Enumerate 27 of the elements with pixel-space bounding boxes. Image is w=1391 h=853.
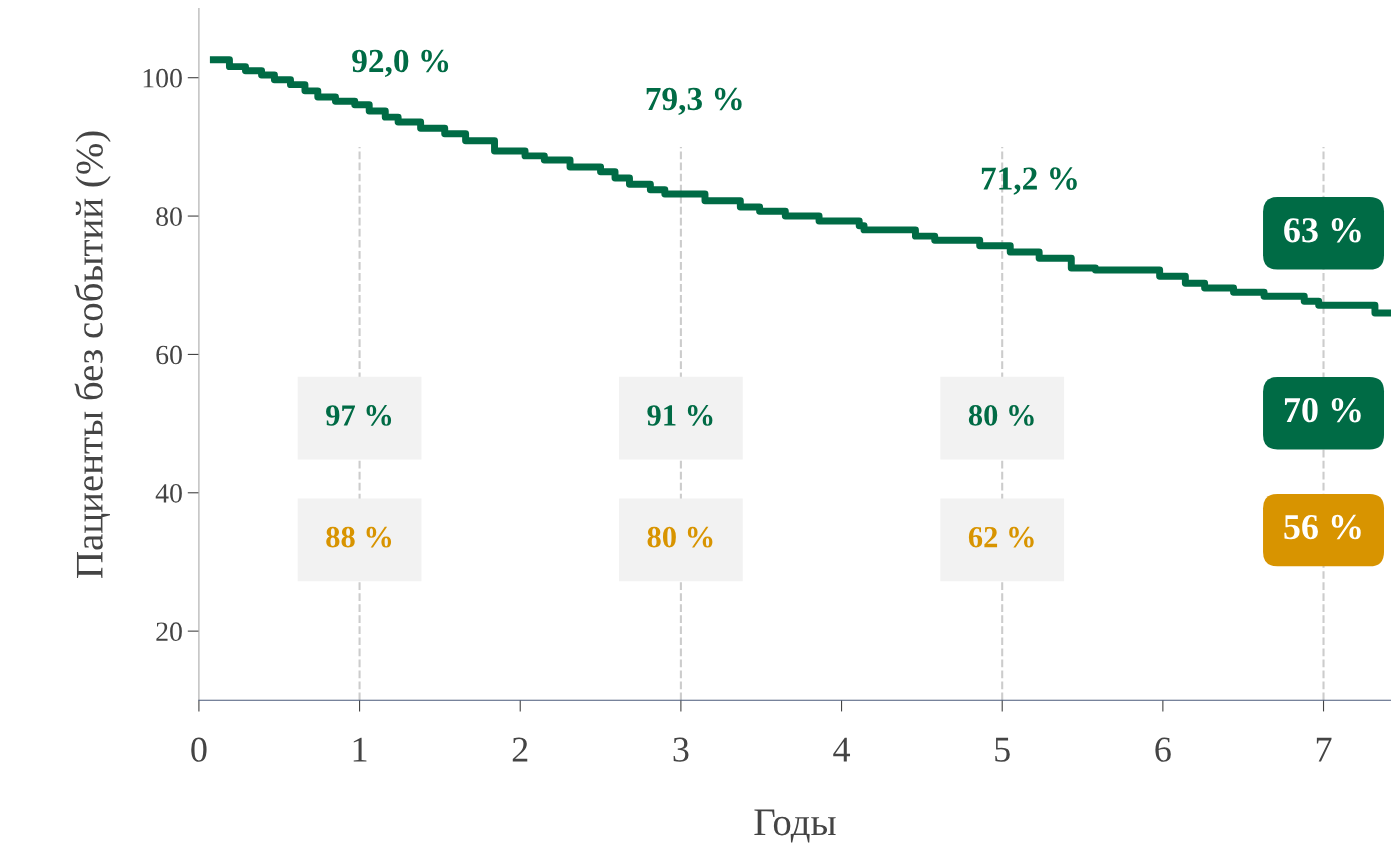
annotation: 92,0 % bbox=[352, 49, 449, 78]
x-tick-label: 2 bbox=[512, 737, 528, 762]
annotation: 80 % bbox=[647, 526, 713, 548]
y-tick-label: 80 bbox=[156, 207, 182, 226]
y-axis-title: Пациенты без событий (%) bbox=[74, 131, 111, 578]
y-tick-label: 40 bbox=[155, 483, 182, 503]
annotation: 97 % bbox=[326, 405, 392, 426]
x-tick-label: 4 bbox=[833, 737, 851, 762]
annotation: 80 % bbox=[968, 405, 1034, 426]
annotation: 70 % bbox=[1284, 397, 1361, 423]
x-tick-label: 7 bbox=[1316, 737, 1332, 762]
annotation: 91 % bbox=[647, 405, 713, 426]
x-tick-label: 1 bbox=[353, 737, 367, 762]
x-tick-label: 6 bbox=[1155, 737, 1171, 762]
y-tick-label: 20 bbox=[156, 622, 182, 642]
x-axis-title: Годы bbox=[754, 809, 836, 843]
y-tick-label: 100 bbox=[143, 68, 182, 88]
annotation: 79,3 % bbox=[646, 87, 742, 116]
annotation: 88 % bbox=[326, 526, 392, 548]
annotation: 71,2 % bbox=[981, 167, 1077, 195]
x-tick-label: 3 bbox=[673, 737, 689, 762]
x-tick-label: 0 bbox=[191, 737, 207, 762]
annotation: 56 % bbox=[1284, 514, 1361, 540]
annotation: 62 % bbox=[968, 526, 1034, 548]
annotation: 63 % bbox=[1284, 218, 1361, 243]
x-tick-label: 5 bbox=[995, 737, 1010, 762]
y-tick-label: 60 bbox=[156, 345, 182, 365]
